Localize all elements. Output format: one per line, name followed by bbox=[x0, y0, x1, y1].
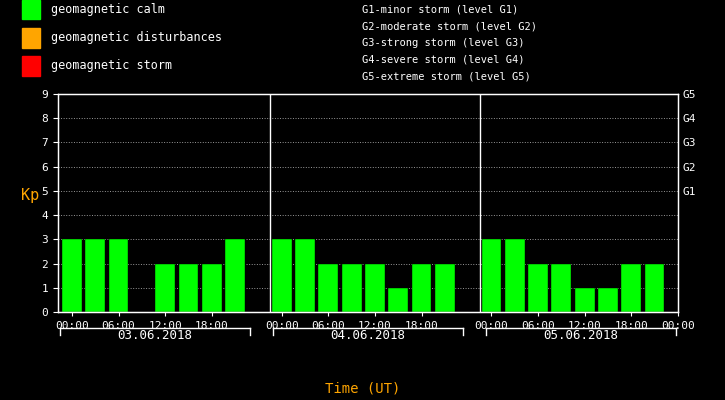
Bar bbox=[272, 239, 291, 312]
Bar bbox=[435, 264, 455, 312]
Bar bbox=[528, 264, 548, 312]
Text: G2-moderate storm (level G2): G2-moderate storm (level G2) bbox=[362, 21, 537, 31]
Bar bbox=[62, 239, 82, 312]
Bar bbox=[318, 264, 339, 312]
Bar bbox=[645, 264, 665, 312]
Text: G4-severe storm (level G4): G4-severe storm (level G4) bbox=[362, 54, 525, 64]
Bar bbox=[552, 264, 571, 312]
Bar bbox=[109, 239, 128, 312]
Bar bbox=[365, 264, 385, 312]
Bar bbox=[575, 288, 594, 312]
Bar bbox=[155, 264, 175, 312]
Text: G1-minor storm (level G1): G1-minor storm (level G1) bbox=[362, 4, 519, 14]
Bar bbox=[389, 288, 408, 312]
Text: G3-strong storm (level G3): G3-strong storm (level G3) bbox=[362, 38, 525, 48]
Text: Time (UT): Time (UT) bbox=[325, 382, 400, 396]
Bar bbox=[22, 56, 40, 76]
Bar bbox=[178, 264, 199, 312]
Text: geomagnetic disturbances: geomagnetic disturbances bbox=[51, 31, 222, 44]
Bar bbox=[621, 264, 641, 312]
Text: geomagnetic calm: geomagnetic calm bbox=[51, 3, 165, 16]
Text: geomagnetic storm: geomagnetic storm bbox=[51, 60, 172, 72]
Bar bbox=[505, 239, 525, 312]
Bar bbox=[202, 264, 222, 312]
Bar bbox=[295, 239, 315, 312]
Bar bbox=[598, 288, 618, 312]
Y-axis label: Kp: Kp bbox=[21, 188, 40, 203]
Text: G5-extreme storm (level G5): G5-extreme storm (level G5) bbox=[362, 71, 531, 81]
Bar bbox=[22, 28, 40, 48]
Bar bbox=[481, 239, 502, 312]
Bar bbox=[225, 239, 245, 312]
Bar bbox=[86, 239, 105, 312]
Bar bbox=[22, 0, 40, 19]
Bar bbox=[412, 264, 431, 312]
Text: 04.06.2018: 04.06.2018 bbox=[331, 329, 405, 342]
Bar bbox=[341, 264, 362, 312]
Text: 03.06.2018: 03.06.2018 bbox=[117, 329, 193, 342]
Text: 05.06.2018: 05.06.2018 bbox=[543, 329, 618, 342]
